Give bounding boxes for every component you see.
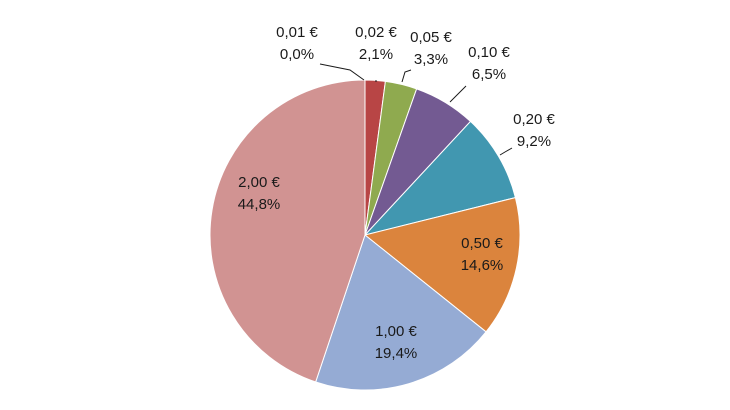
slice-percent-005: 3,3% bbox=[414, 51, 448, 68]
slice-percent-010: 6,5% bbox=[472, 66, 506, 83]
slice-label-050: 0,50 € bbox=[461, 235, 503, 252]
slice-percent-100: 19,4% bbox=[375, 345, 418, 362]
leader-line-010 bbox=[449, 85, 467, 103]
slice-label-010: 0,10 € bbox=[468, 44, 510, 61]
slice-percent-200: 44,8% bbox=[238, 196, 281, 213]
slice-label-200: 2,00 € bbox=[238, 174, 280, 191]
slice-percent-020: 9,2% bbox=[517, 133, 551, 150]
leader-line-005 bbox=[401, 69, 412, 83]
slice-label-100: 1,00 € bbox=[375, 323, 417, 340]
slice-label-020: 0,20 € bbox=[513, 111, 555, 128]
pie-slice-200 bbox=[209, 79, 366, 383]
labels-layer: 0,01 € 0,0% 0,02 € 2,1% 0,05 € 3,3% 0,10 € 6,5%… bbox=[238, 24, 556, 362]
slice-percent-050: 14,6% bbox=[461, 257, 504, 274]
slice-label-002: 0,02 € bbox=[355, 24, 397, 41]
slices-layer bbox=[209, 79, 521, 391]
slice-label-001: 0,01 € bbox=[276, 24, 318, 41]
leader-line-020 bbox=[499, 147, 513, 156]
leader-lines-layer bbox=[319, 63, 513, 156]
slice-percent-002: 2,1% bbox=[359, 46, 393, 63]
slice-label-005: 0,05 € bbox=[410, 29, 452, 46]
pie-slice-100 bbox=[315, 234, 487, 391]
pie-slice-050 bbox=[363, 196, 521, 333]
slice-percent-001: 0,0% bbox=[280, 46, 314, 63]
leader-line-001 bbox=[319, 63, 365, 81]
